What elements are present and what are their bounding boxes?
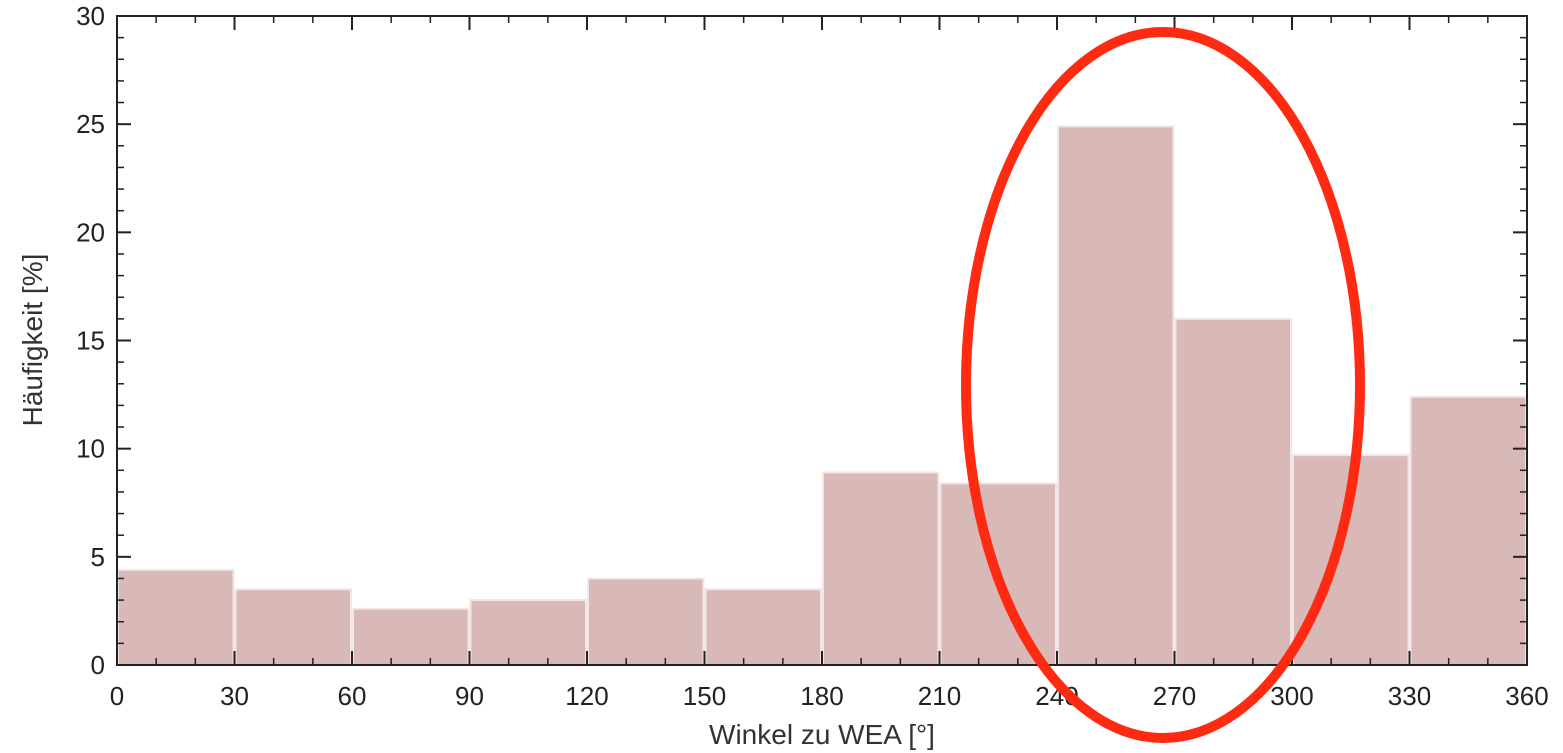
- y-tick-label-30: 30: [76, 1, 105, 31]
- ticks-group: [116, 15, 1528, 666]
- bar-0-30: [117, 568, 235, 667]
- tick-labels-group: 0 30 60 90 120 150 180 210 240 270 300 330 360051015…: [76, 1, 1549, 711]
- x-tick-label-330: 330: [1388, 681, 1431, 711]
- x-tick-label-60: 60: [338, 681, 367, 711]
- bar-240-270: [1057, 125, 1175, 666]
- x-tick-label-180: 180: [800, 681, 843, 711]
- bar-30-60: [234, 588, 352, 666]
- bar-60-90: [352, 607, 470, 667]
- y-tick-label-20: 20: [76, 217, 105, 247]
- y-tick-label-0: 0: [91, 650, 105, 680]
- x-tick-label-360: 360: [1505, 681, 1548, 711]
- bar-120-150: [587, 577, 705, 667]
- y-tick-label-10: 10: [76, 434, 105, 464]
- bar-270-300: [1174, 317, 1292, 666]
- y-tick-label-5: 5: [91, 542, 105, 572]
- y-tick-label-25: 25: [76, 109, 105, 139]
- bar-150-180: [704, 588, 822, 666]
- bar-330-360: [1409, 395, 1527, 666]
- x-tick-label-120: 120: [565, 681, 608, 711]
- bar-90-120: [469, 599, 587, 666]
- x-axis-label: Winkel zu WEA [°]: [709, 719, 935, 750]
- x-tick-label-270: 270: [1153, 681, 1196, 711]
- x-tick-label-150: 150: [683, 681, 726, 711]
- bar-180-210: [822, 471, 940, 667]
- x-tick-label-30: 30: [220, 681, 249, 711]
- highlight-ellipse: [961, 27, 1365, 743]
- x-tick-label-90: 90: [455, 681, 484, 711]
- y-axis-label: Häufigkeit [%]: [17, 254, 48, 427]
- x-tick-label-210: 210: [918, 681, 961, 711]
- bars-group: [117, 125, 1527, 667]
- x-tick-label-0: 0: [110, 681, 124, 711]
- x-tick-label-300: 300: [1270, 681, 1313, 711]
- y-tick-label-15: 15: [76, 326, 105, 356]
